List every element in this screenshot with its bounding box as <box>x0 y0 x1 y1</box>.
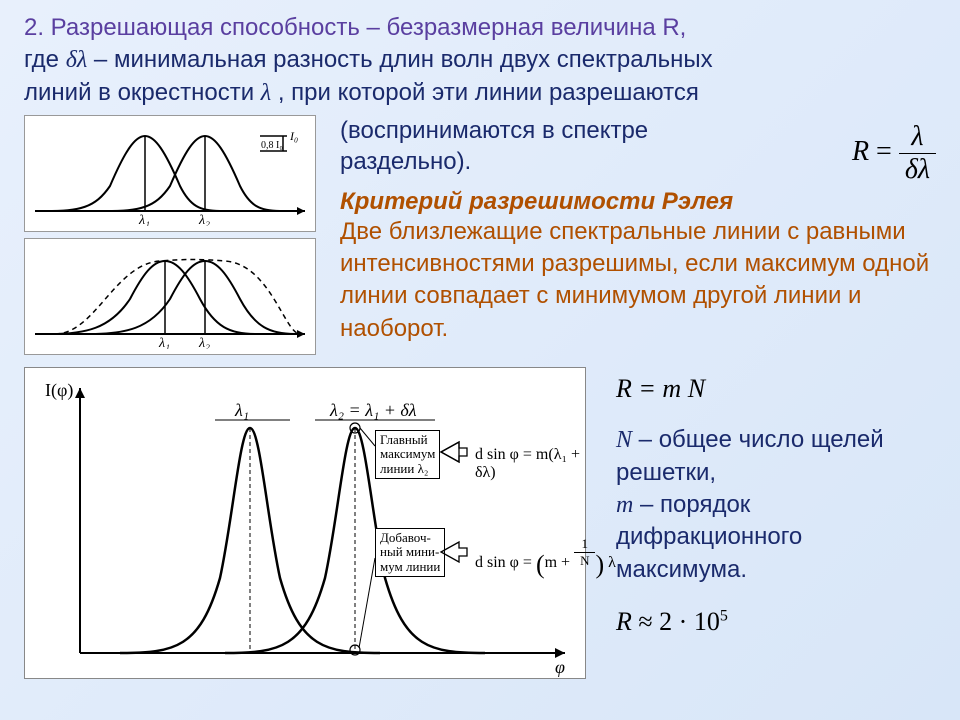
eq-dsinphi-1: d sin φ = m(λ₁ + δλ) <box>475 446 585 482</box>
svg-text:λ₁: λ₁ <box>234 400 249 420</box>
line3-text: линий в окрестности λ , при которой эти … <box>24 79 699 106</box>
svg-text:0,8 I₀: 0,8 I₀ <box>261 140 283 151</box>
small-fig-resolved: 0,8 I₀ I₀ λ₁ λ₂ <box>24 115 316 232</box>
rayleigh-body: Две близлежащие спектральные линии с рав… <box>340 216 936 346</box>
annot-main-max: Главный максимум линии λ₂ <box>375 430 440 479</box>
formula-r-mn: R = m N <box>616 371 936 406</box>
line2-text: где δλ – минимальная разность длин волн … <box>24 46 713 73</box>
main-chart: I(φ) φ λ₁ λ₂ = λ₁ + δλ <box>24 367 586 679</box>
small-figures-column: 0,8 I₀ I₀ λ₁ λ₂ <box>24 115 332 361</box>
svg-text:λ₁: λ₁ <box>158 336 170 349</box>
annot-add-min: Добавоч- ный мини- мум линии <box>375 528 445 577</box>
svg-text:λ₂: λ₂ <box>198 213 210 226</box>
svg-text:λ₂ = λ₁ + δλ: λ₂ = λ₁ + δλ <box>329 400 417 420</box>
desc-n-m: N – общее число щелей решетки, m – поряд… <box>616 424 936 586</box>
title-text: 2. Разрешающая способность – безразмерна… <box>24 14 686 41</box>
formula-r-value: R ≈ 2 · 105 <box>616 604 936 639</box>
svg-text:λ₁: λ₁ <box>138 213 150 226</box>
svg-text:I₀: I₀ <box>289 129 298 143</box>
rayleigh-title: Критерий разрешимости Рэлея <box>340 188 936 216</box>
svg-text:λ₂: λ₂ <box>198 336 210 349</box>
small-fig-unresolved: λ₁ λ₂ <box>24 238 316 355</box>
svg-text:I(φ): I(φ) <box>45 380 73 401</box>
svg-text:φ: φ <box>555 657 565 677</box>
formula-r-lambda: R = λδλ <box>852 121 936 186</box>
perceived-text: (воспринимаются в спектре раздельно). <box>340 115 936 177</box>
